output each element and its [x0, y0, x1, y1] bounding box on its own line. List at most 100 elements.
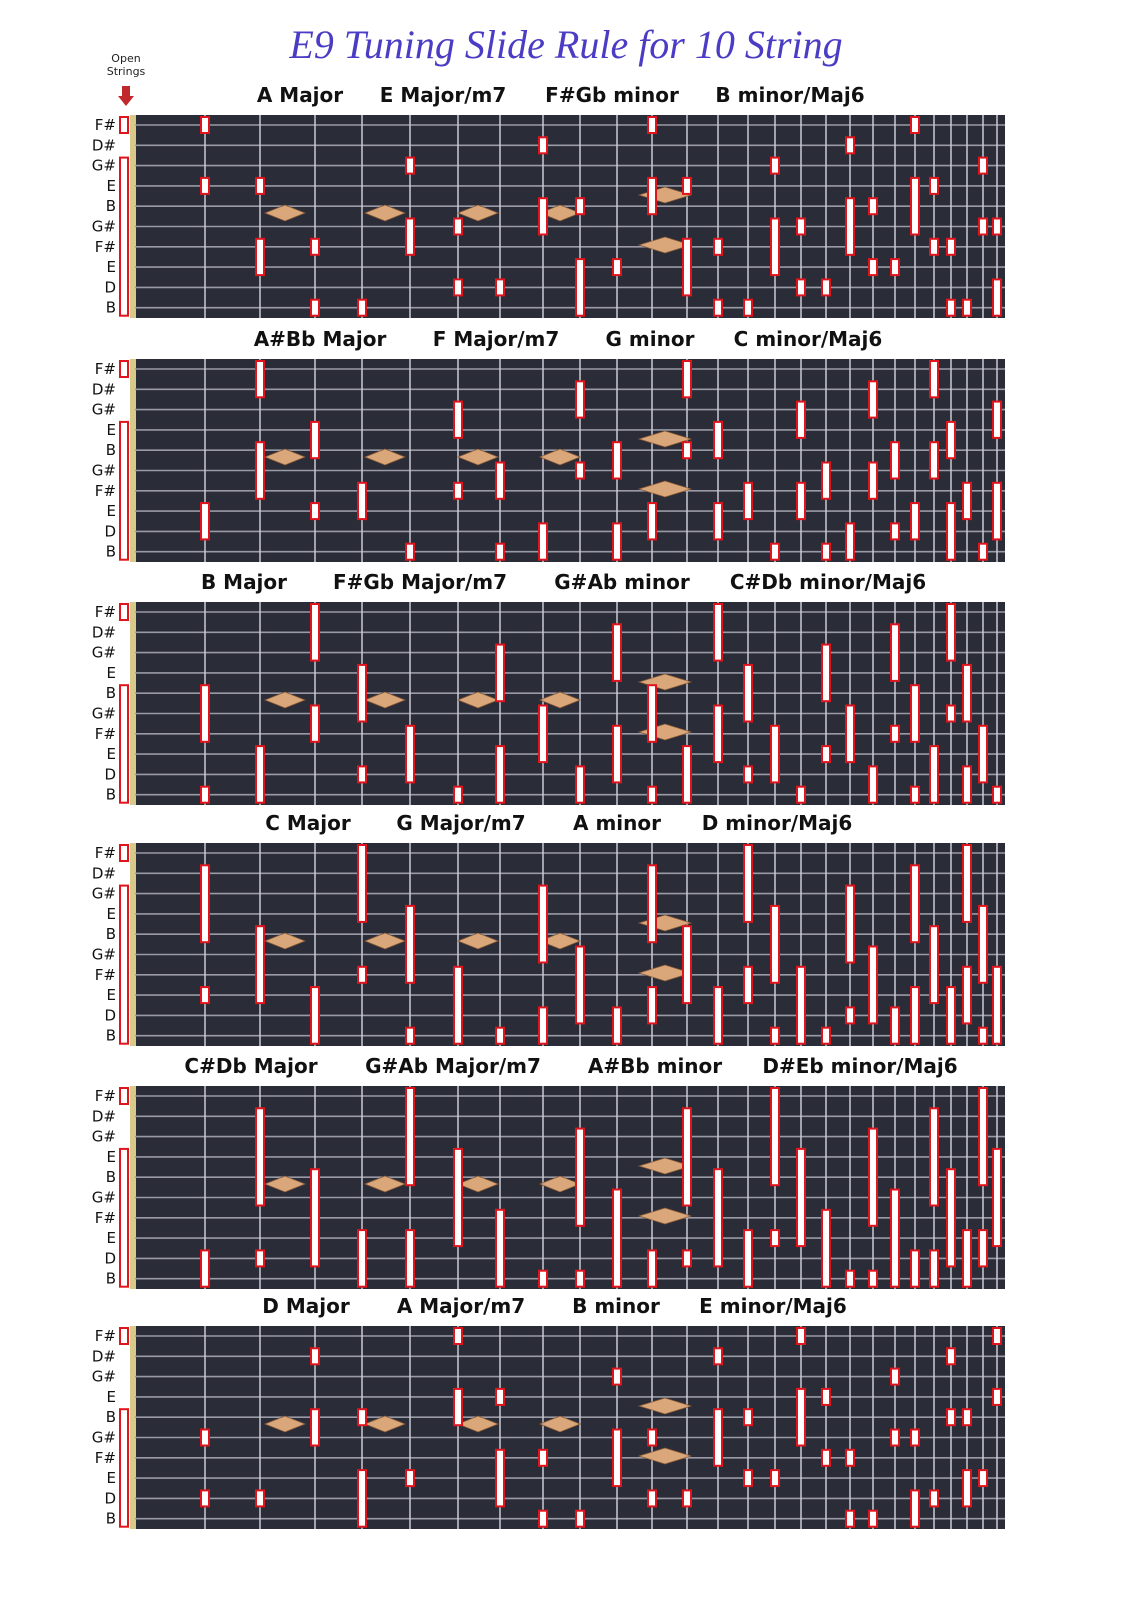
- position-box: [978, 156, 988, 175]
- position-box: [796, 1147, 806, 1248]
- position-box: [612, 1428, 622, 1488]
- string-name: F#: [95, 844, 116, 862]
- open-strings-arrow: [118, 86, 134, 106]
- position-box: [453, 481, 463, 500]
- position-box: [770, 1026, 780, 1045]
- position-box: [405, 1087, 415, 1187]
- position-box: [868, 197, 878, 216]
- position-box: [910, 176, 920, 236]
- fret-marker: [538, 691, 582, 709]
- string-name: G#: [92, 946, 116, 964]
- string-name: D: [104, 1249, 116, 1267]
- fret-marker: [456, 448, 500, 466]
- position-box: [929, 176, 939, 195]
- string-name: E: [107, 905, 116, 923]
- string-name: G#: [92, 705, 116, 723]
- string-name: F#: [95, 603, 116, 621]
- position-box: [495, 542, 505, 561]
- position-box: [845, 1269, 855, 1288]
- string-name: D#: [92, 380, 116, 398]
- position-box: [357, 965, 367, 984]
- position-box: [713, 420, 723, 460]
- fret-marker: [263, 1415, 307, 1433]
- position-box: [310, 704, 320, 743]
- nut: [130, 115, 136, 318]
- fret-marker: [456, 1175, 500, 1193]
- position-box: [200, 864, 210, 944]
- position-box: [890, 623, 900, 682]
- chord-label: B minor/Maj6: [715, 83, 864, 107]
- position-box: [357, 765, 367, 784]
- position-box: [821, 643, 831, 703]
- position-box: [538, 197, 548, 236]
- position-box: [992, 965, 1002, 1045]
- position-box: [647, 176, 657, 216]
- position-box: [796, 400, 806, 439]
- position-box: [992, 278, 1002, 317]
- fret-marker: [637, 1447, 693, 1465]
- position-box: [821, 1448, 831, 1467]
- position-box: [405, 1469, 415, 1488]
- position-box: [255, 1489, 265, 1508]
- position-box: [978, 217, 988, 236]
- position-box: [538, 1448, 548, 1467]
- position-box: [538, 884, 548, 964]
- open-strings-text: Open Strings: [107, 52, 146, 78]
- chord-label: D minor/Maj6: [702, 811, 853, 835]
- position-box: [682, 745, 692, 804]
- position-box: [200, 986, 210, 1005]
- position-box: [770, 1087, 780, 1187]
- position-box: [612, 258, 622, 277]
- position-box: [682, 176, 692, 195]
- position-box: [978, 724, 988, 784]
- chord-label: A Major: [257, 83, 343, 107]
- position-box: [575, 461, 585, 480]
- position-box: [743, 298, 753, 317]
- slide-rule-panel: C Major G Major/m7 A minor D minor/Maj6 F# D#…: [92, 811, 1005, 1046]
- position-box: [647, 1249, 657, 1288]
- position-box: [310, 1408, 320, 1447]
- position-box: [743, 1408, 753, 1427]
- position-box: [929, 1489, 939, 1508]
- position-box: [929, 1249, 939, 1288]
- position-box: [682, 360, 692, 399]
- position-box: [310, 237, 320, 256]
- position-box: [770, 217, 780, 277]
- string-name: F#: [95, 1209, 116, 1227]
- position-box: [962, 965, 972, 1025]
- position-box: [770, 724, 780, 784]
- nut: [130, 359, 136, 562]
- nut: [130, 1326, 136, 1529]
- position-box: [682, 441, 692, 460]
- position-box: [992, 785, 1002, 804]
- open-box: [119, 1087, 129, 1105]
- string-name: B: [106, 925, 116, 943]
- chord-label: C#Db minor/Maj6: [730, 570, 926, 594]
- position-box: [682, 925, 692, 1005]
- position-box: [713, 298, 723, 317]
- position-box: [743, 481, 753, 521]
- position-box: [647, 502, 657, 541]
- chord-label: F Major/m7: [433, 327, 560, 351]
- position-box: [405, 542, 415, 561]
- position-box: [612, 441, 622, 480]
- position-box: [821, 461, 831, 500]
- position-box: [770, 904, 780, 984]
- string-name: E: [107, 664, 116, 682]
- position-box: [770, 1229, 780, 1248]
- position-box: [713, 502, 723, 541]
- position-box: [200, 502, 210, 541]
- string-name: G#: [92, 1128, 116, 1146]
- chord-label: G Major/m7: [396, 811, 525, 835]
- chord-label: A#Bb Major: [254, 327, 387, 351]
- position-box: [910, 684, 920, 743]
- position-box: [357, 298, 367, 317]
- fret-marker: [538, 1415, 582, 1433]
- string-name: D#: [92, 1347, 116, 1365]
- position-box: [845, 136, 855, 155]
- string-name: B: [106, 1168, 116, 1186]
- position-box: [495, 461, 505, 500]
- chord-label: E minor/Maj6: [699, 1294, 847, 1318]
- position-box: [357, 1408, 367, 1427]
- position-box: [713, 603, 723, 662]
